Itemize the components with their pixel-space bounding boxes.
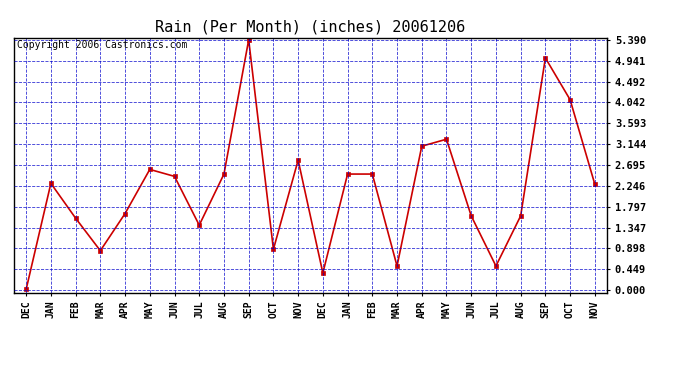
Title: Rain (Per Month) (inches) 20061206: Rain (Per Month) (inches) 20061206	[155, 20, 466, 35]
Text: Copyright 2006 Castronics.com: Copyright 2006 Castronics.com	[17, 40, 187, 50]
